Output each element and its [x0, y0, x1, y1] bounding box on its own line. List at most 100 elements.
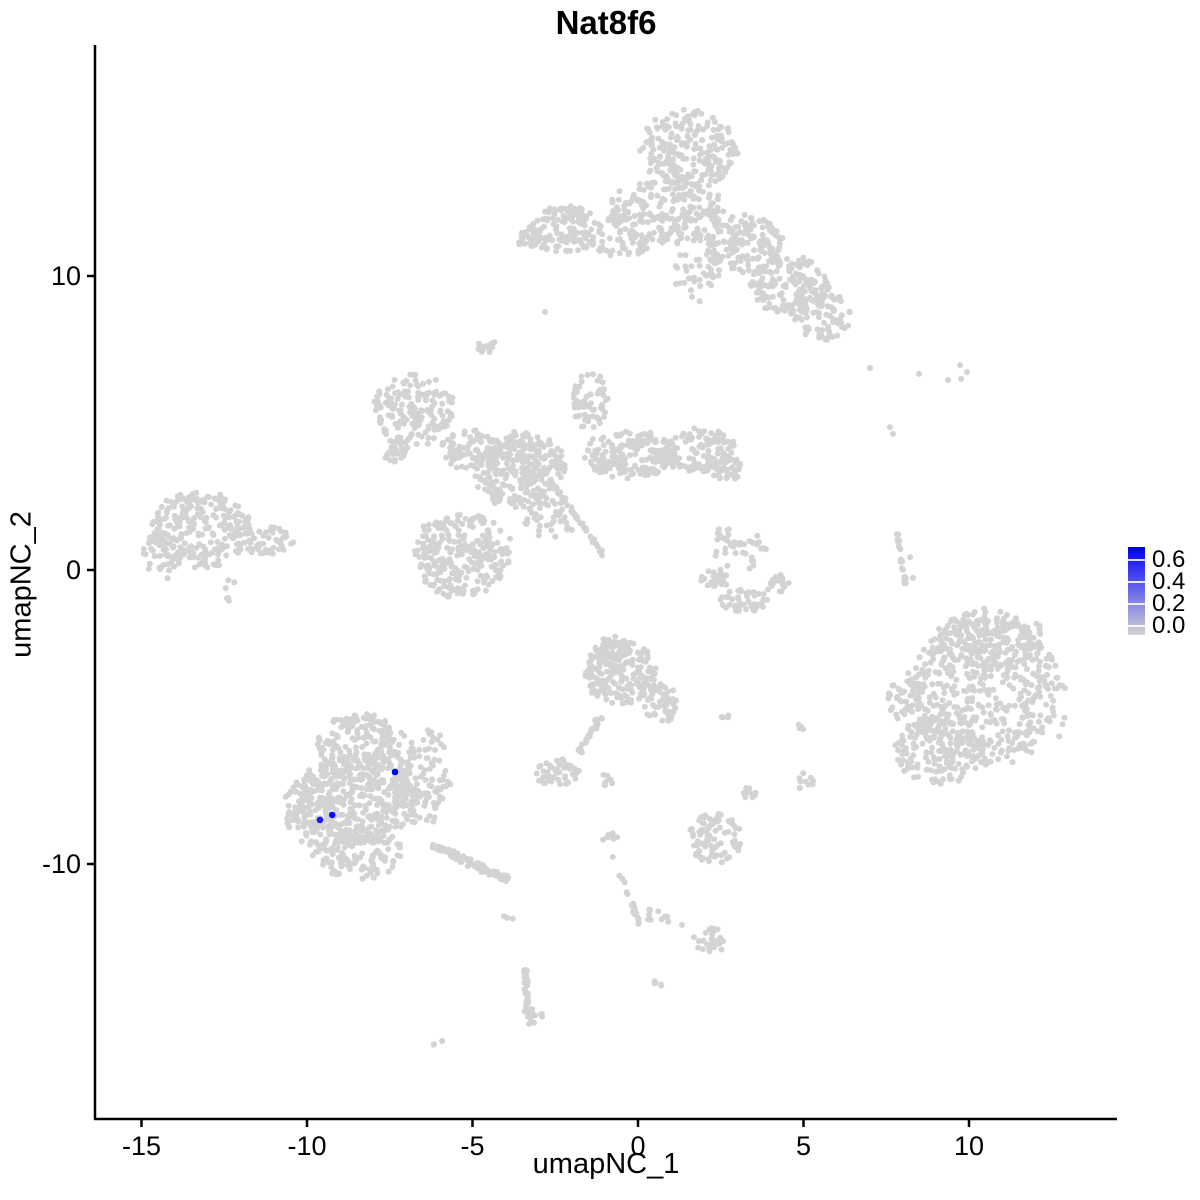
cell-point	[925, 667, 932, 674]
cell-point	[1043, 701, 1050, 708]
cell-point	[567, 247, 574, 254]
cell-point	[505, 559, 512, 566]
cell-point	[535, 233, 542, 240]
cell-point	[715, 445, 722, 452]
cell-point	[319, 801, 326, 808]
cell-point	[1019, 714, 1026, 721]
cell-point	[421, 802, 428, 809]
cell-point	[628, 227, 635, 234]
cell-point	[410, 811, 417, 818]
cell-point	[499, 561, 506, 568]
cell-point	[428, 412, 435, 418]
cell-point	[231, 579, 238, 586]
cell-point	[652, 704, 659, 711]
cell-point	[612, 633, 619, 640]
cell-point	[603, 247, 610, 254]
cell-point	[295, 782, 302, 788]
cell-point	[655, 452, 662, 459]
cell-point	[467, 434, 474, 441]
cell-point	[416, 554, 423, 560]
cell-point	[316, 737, 323, 744]
cell-point	[475, 558, 482, 565]
cell-point	[378, 741, 385, 748]
cell-point	[711, 456, 718, 463]
cell-point	[701, 428, 707, 435]
cell-point	[731, 260, 738, 267]
cell-point	[754, 532, 761, 539]
cell-point	[559, 506, 566, 513]
cell-point	[1046, 718, 1053, 725]
cell-point	[633, 670, 640, 677]
cell-point	[448, 587, 455, 594]
cell-point	[548, 527, 555, 534]
cell-point	[993, 706, 1000, 713]
cell-point	[616, 229, 623, 236]
cell-point	[606, 235, 613, 242]
cell-point	[543, 522, 550, 529]
cell-point	[727, 160, 734, 166]
cell-point	[919, 740, 926, 747]
cell-point	[485, 530, 492, 536]
cell-point	[225, 597, 232, 604]
cell-point	[659, 119, 666, 125]
cell-point	[374, 393, 381, 400]
cell-point	[941, 766, 948, 773]
cell-point	[374, 770, 381, 777]
cell-point	[438, 741, 444, 748]
cell-point	[958, 653, 965, 659]
cell-point	[805, 781, 812, 788]
cell-point	[207, 539, 214, 546]
cell-point	[647, 454, 654, 461]
cell-point	[885, 690, 892, 697]
cell-point	[422, 578, 429, 585]
cell-point	[647, 160, 654, 167]
cell-point	[327, 802, 334, 809]
cell-point	[498, 468, 505, 474]
cell-point	[523, 521, 530, 528]
cell-point	[946, 772, 953, 779]
cell-point	[545, 502, 551, 509]
cell-point	[415, 539, 422, 546]
cell-point	[360, 734, 367, 741]
cell-point	[664, 443, 671, 450]
cell-point	[690, 204, 697, 211]
cell-point	[638, 442, 645, 449]
cell-point	[346, 866, 353, 873]
cell-point	[458, 546, 465, 553]
cell-point	[643, 180, 650, 187]
cell-point	[497, 445, 504, 452]
cell-point	[722, 169, 729, 176]
cell-point	[793, 261, 800, 268]
cell-point	[1030, 634, 1037, 641]
cell-point	[643, 245, 650, 252]
cell-point	[641, 430, 648, 437]
cell-point	[363, 715, 369, 722]
cell-point	[671, 171, 678, 177]
cell-point	[448, 410, 455, 417]
cell-point	[602, 691, 609, 698]
cell-point	[604, 772, 611, 779]
cell-point	[581, 411, 588, 418]
cell-point	[397, 853, 404, 860]
cell-point	[443, 592, 450, 599]
cell-point	[810, 777, 816, 784]
cell-point	[337, 811, 344, 818]
cell-point	[725, 531, 732, 538]
cell-point	[222, 585, 229, 592]
cell-point	[347, 810, 353, 817]
cell-point	[566, 762, 573, 769]
cell-point	[920, 670, 927, 677]
cell-point	[561, 514, 568, 521]
cell-point	[342, 855, 349, 862]
cell-point	[599, 653, 606, 660]
cell-point	[627, 452, 633, 459]
cell-point	[649, 670, 656, 677]
cell-point	[1009, 759, 1016, 766]
cell-point	[1052, 662, 1059, 669]
cell-point	[319, 861, 326, 868]
cell-point	[831, 306, 837, 313]
cell-point	[453, 453, 460, 460]
cell-point	[697, 283, 704, 289]
cell-point	[725, 470, 732, 477]
cell-point	[764, 219, 771, 226]
